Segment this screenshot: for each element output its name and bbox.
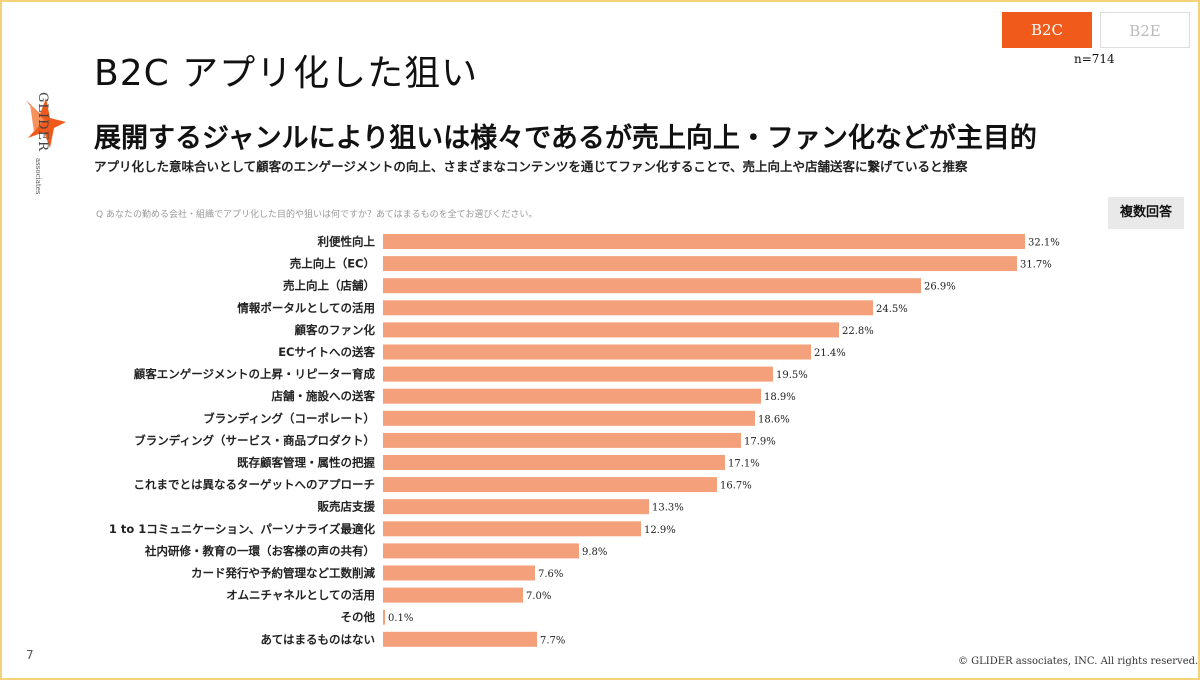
value-label: 31.7% xyxy=(1020,260,1052,271)
value-label: 24.5% xyxy=(876,304,908,315)
category-label: その他 xyxy=(341,610,376,624)
bar xyxy=(383,278,921,294)
value-label: 16.7% xyxy=(720,481,752,492)
logo-wordmark: GLIDER xyxy=(35,92,50,152)
category-label: 既存顧客管理・属性の把握 xyxy=(237,456,375,470)
value-label: 12.9% xyxy=(644,525,676,536)
value-label: 18.9% xyxy=(764,392,796,403)
bar xyxy=(383,234,1025,249)
value-label: 32.1% xyxy=(1028,238,1060,249)
category-label: 顧客エンゲージメントの上昇・リピーター育成 xyxy=(134,367,376,381)
bar xyxy=(383,565,535,581)
bar xyxy=(383,609,385,625)
value-label: 7.7% xyxy=(540,635,565,646)
multiple-answer-badge: 複数回答 xyxy=(1108,197,1184,229)
bar xyxy=(383,587,523,603)
bar xyxy=(383,366,773,382)
bar xyxy=(383,410,755,426)
category-label: ブランディング（コーポレート） xyxy=(203,411,375,425)
value-label: 9.8% xyxy=(582,547,607,558)
bar xyxy=(383,344,811,360)
bar xyxy=(383,300,873,316)
value-label: 0.1% xyxy=(388,613,413,624)
value-label: 21.4% xyxy=(814,348,846,359)
value-label: 22.8% xyxy=(842,326,874,337)
value-label: 26.9% xyxy=(924,282,956,293)
headline: 展開するジャンルにより狙いは様々であるが売上向上・ファン化などが主目的 xyxy=(94,123,1037,154)
category-label: 売上向上（EC） xyxy=(290,257,375,271)
page-number: 7 xyxy=(26,648,34,662)
bar xyxy=(383,499,649,515)
bar xyxy=(383,388,761,404)
category-label: 売上向上（店舗） xyxy=(283,279,375,293)
bar xyxy=(383,543,579,559)
copyright: © GLIDER associates, INC. All rights res… xyxy=(958,656,1199,667)
value-label: 19.5% xyxy=(776,370,808,381)
tab-b2c[interactable]: B2C xyxy=(1002,12,1092,48)
category-label: ブランディング（サービス・商品プロダクト） xyxy=(134,433,375,447)
page-title: B2C アプリ化した狙い xyxy=(94,53,479,94)
bar xyxy=(383,432,741,448)
bar xyxy=(383,631,537,647)
category-label: 顧客のファン化 xyxy=(295,323,376,337)
category-label: あてはまるものはない xyxy=(260,632,375,646)
value-label: 13.3% xyxy=(652,503,684,514)
bar xyxy=(383,256,1017,272)
bar xyxy=(383,455,725,470)
logo-subtext: associates xyxy=(34,158,42,195)
category-label: 利便性向上 xyxy=(317,235,376,249)
category-label: カード発行や予約管理など工数削減 xyxy=(191,566,375,580)
category-label: 社内研修・教育の一環（お客様の声の共有） xyxy=(144,544,375,558)
bar xyxy=(383,322,839,338)
subheadline: アプリ化した意味合いとして顧客のエンゲージメントの向上、さまざまなコンテンツを通… xyxy=(94,159,968,174)
survey-question: Q あなたの勤める会社・組織でアプリ化した目的や狙いは何ですか？あてはまるものを… xyxy=(96,210,538,220)
category-label: これまでとは異なるターゲットへのアプローチ xyxy=(134,478,376,492)
category-label: 販売店支援 xyxy=(318,500,376,514)
category-label: 店舗・施設への送客 xyxy=(272,389,376,403)
value-label: 17.1% xyxy=(728,459,760,470)
bar-chart: 利便性向上 32.1% 売上向上（EC） 31.7% 売上向上（店舗） 26.9% 情報ポー… xyxy=(109,234,1060,647)
tab-b2e[interactable]: B2E xyxy=(1100,12,1190,48)
category-label: ECサイトへの送客 xyxy=(278,345,375,359)
sample-size: n=714 xyxy=(1074,52,1115,66)
value-label: 18.6% xyxy=(758,414,790,425)
bar xyxy=(383,477,717,493)
value-label: 7.0% xyxy=(526,591,551,602)
category-label: オムニチャネルとしての活用 xyxy=(226,588,375,602)
value-label: 7.6% xyxy=(538,569,563,580)
glider-logo-icon xyxy=(26,98,66,148)
value-label: 17.9% xyxy=(744,436,776,447)
category-label: 1 to 1コミュニケーション、パーソナライズ最適化 xyxy=(109,522,376,536)
category-label: 情報ポータルとしての活用 xyxy=(236,301,375,315)
bar xyxy=(383,521,641,537)
